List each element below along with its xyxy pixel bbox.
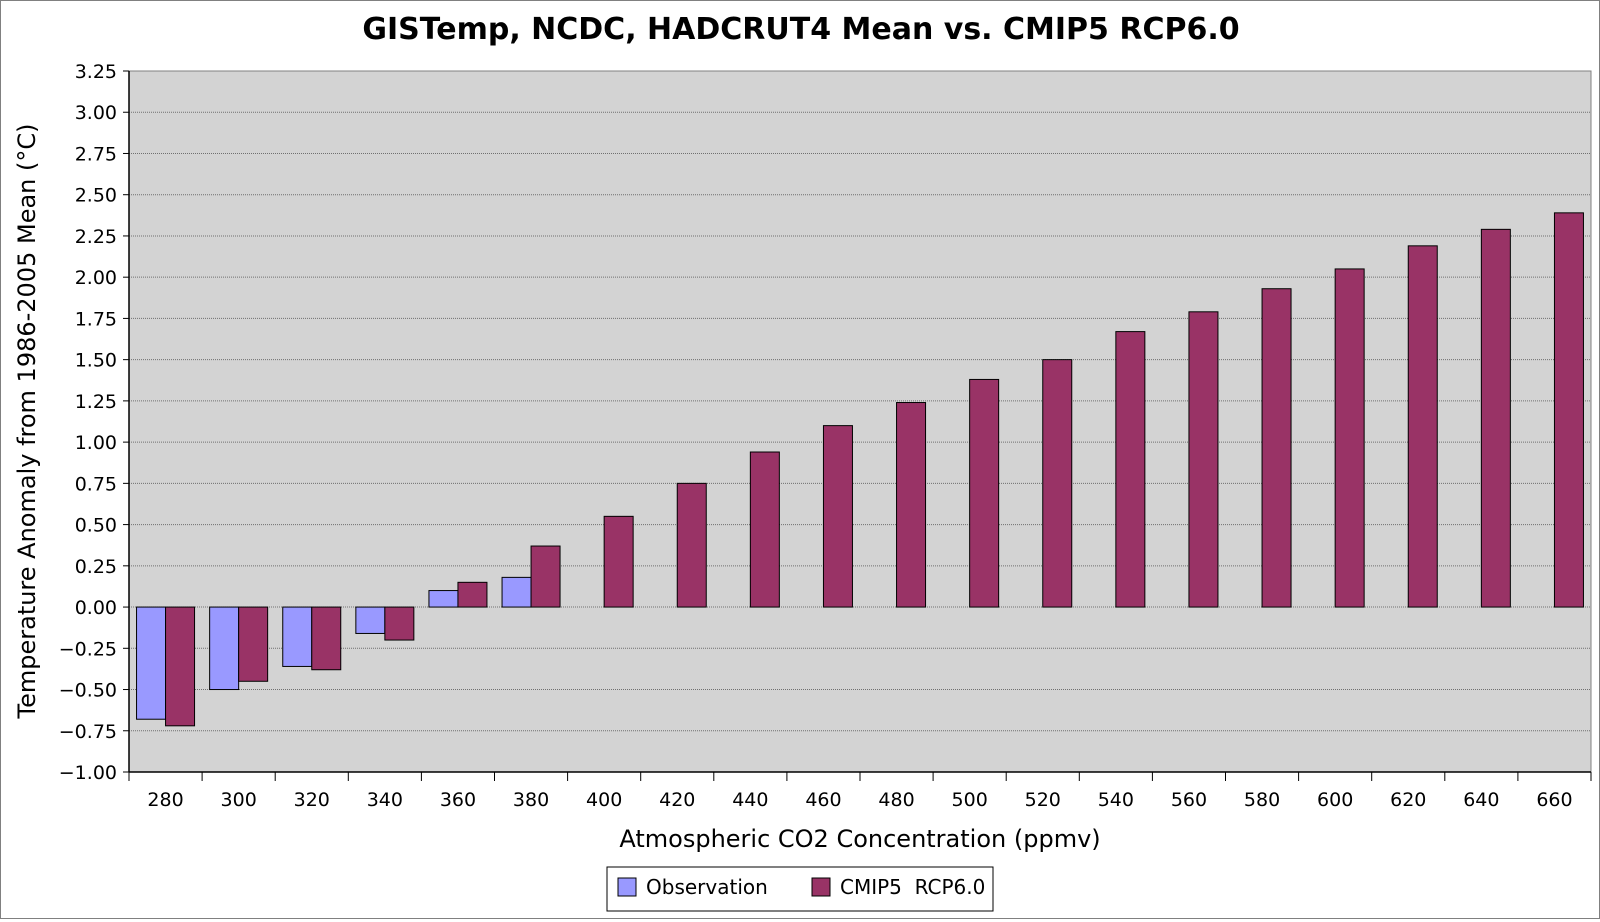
x-tick-label: 640 [1463, 789, 1499, 811]
x-tick-label: 540 [1098, 789, 1134, 811]
y-tick-label: −0.25 [59, 638, 117, 660]
y-tick-label: 0.50 [75, 515, 117, 537]
x-tick-label: 600 [1317, 789, 1353, 811]
y-tick-label: 2.25 [75, 226, 117, 248]
y-tick-label: 3.25 [75, 61, 117, 83]
legend: Observation CMIP5 RCP6.0 [606, 866, 994, 912]
x-tick-label: 380 [513, 789, 549, 811]
y-tick-label: 1.25 [75, 391, 117, 413]
bar-cmip5 [311, 606, 342, 671]
y-tick-label: −0.50 [59, 680, 117, 702]
bar-cmip5 [384, 606, 415, 641]
bar-cmip5 [1115, 331, 1146, 608]
bar-cmip5 [1407, 245, 1438, 608]
x-axis-ticks: 280 300 320 340 360 380 400 420 440 460 480 500 520 5… [128, 771, 1592, 811]
bar-cmip5 [969, 378, 1000, 608]
y-axis-label: Temperature Anomaly from 1986-2005 Mean … [13, 124, 41, 720]
bar-cmip5 [1261, 288, 1292, 608]
y-tick-label: 1.00 [75, 432, 117, 454]
plot-area [128, 70, 1592, 773]
bar-observation [209, 606, 240, 691]
x-axis-label: Atmospheric CO2 Concentration (ppmv) [619, 825, 1100, 853]
x-tick-label: 320 [294, 789, 330, 811]
y-tick-label: 0.00 [75, 597, 117, 619]
legend-box [606, 866, 994, 912]
x-tick-label: 620 [1390, 789, 1426, 811]
y-tick-label: −1.00 [59, 762, 117, 784]
legend-swatch-cmip5 [811, 877, 831, 897]
chart-title: GISTemp, NCDC, HADCRUT4 Mean vs. CMIP5 R… [362, 12, 1239, 47]
y-tick-label: 2.00 [75, 267, 117, 289]
bar-cmip5 [1334, 268, 1365, 608]
bar-cmip5 [530, 545, 561, 608]
bar-cmip5 [1188, 311, 1219, 608]
bar-cmip5 [822, 425, 853, 608]
x-tick-label: 500 [952, 789, 988, 811]
y-tick-label: 0.75 [75, 473, 117, 495]
x-tick-label: 340 [367, 789, 403, 811]
x-tick-label: 420 [659, 789, 695, 811]
legend-swatch-observation [617, 877, 637, 897]
bar-cmip5 [165, 606, 196, 727]
bar-observation [282, 606, 313, 667]
x-tick-label: 360 [440, 789, 476, 811]
x-tick-label: 660 [1536, 789, 1572, 811]
bar-observation [501, 576, 532, 608]
x-tick-label: 560 [1171, 789, 1207, 811]
bar-cmip5 [457, 581, 488, 608]
bar-cmip5 [1042, 359, 1073, 608]
bar-cmip5 [1480, 228, 1511, 608]
x-tick-label: 460 [805, 789, 841, 811]
bar-observation [355, 606, 386, 634]
bar-cmip5 [238, 606, 269, 682]
x-tick-label: 520 [1025, 789, 1061, 811]
y-axis-ticks: 3.25 3.00 2.75 2.50 2.25 2.00 1.75 1.50 1.25 1.00… [59, 61, 130, 784]
bar-cmip5 [676, 482, 707, 608]
x-tick-label: 480 [878, 789, 914, 811]
bars [136, 212, 1584, 727]
x-tick-label: 300 [221, 789, 257, 811]
y-tick-label: 1.75 [75, 308, 117, 330]
y-tick-label: 2.50 [75, 185, 117, 207]
bar-observation [428, 590, 459, 608]
legend-label-cmip5: CMIP5 RCP6.0 [840, 875, 985, 899]
legend-label-observation: Observation [646, 875, 768, 899]
bar-cmip5 [896, 402, 927, 608]
bar-cmip5 [603, 515, 634, 608]
bar-cmip5 [1553, 212, 1584, 608]
bar-observation [136, 606, 167, 720]
bar-cmip5 [749, 451, 780, 608]
y-tick-label: −0.75 [59, 721, 117, 743]
y-tick-label: 3.00 [75, 102, 117, 124]
x-tick-label: 580 [1244, 789, 1280, 811]
x-tick-label: 400 [586, 789, 622, 811]
y-tick-label: 1.50 [75, 350, 117, 372]
y-tick-label: 2.75 [75, 143, 117, 165]
x-tick-label: 440 [732, 789, 768, 811]
x-tick-label: 280 [147, 789, 183, 811]
y-tick-label: 0.25 [75, 556, 117, 578]
